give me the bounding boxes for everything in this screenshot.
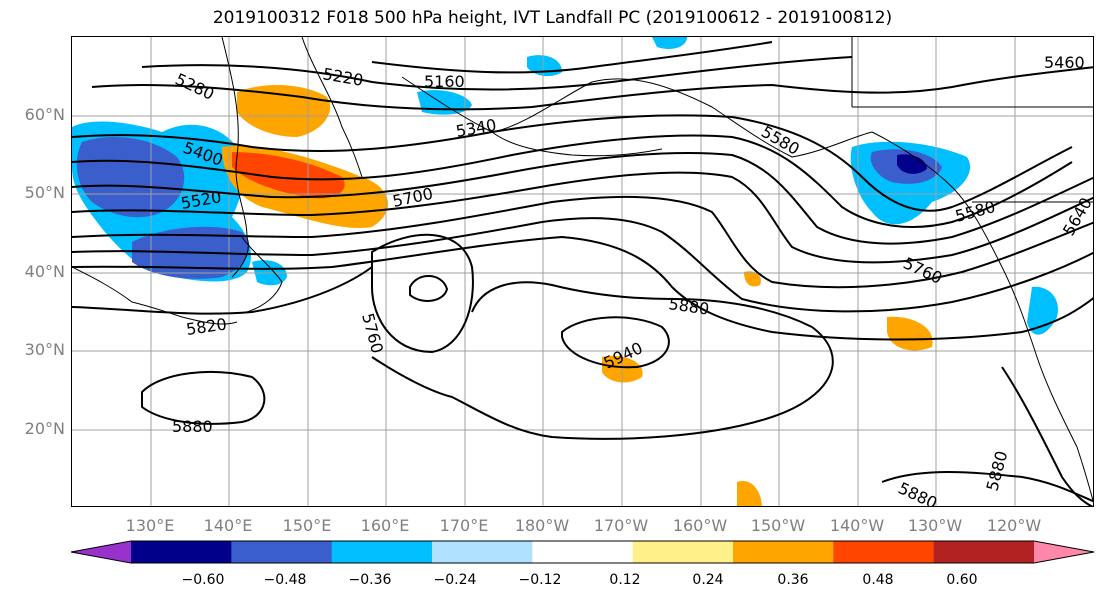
lat-label: 50°N [24,183,65,202]
coast-kamchatka [301,37,363,178]
map-panel: 5280 5220 5160 5460 5340 5400 5580 5520 … [71,36,1094,507]
contour-label: 5880 [983,449,1012,493]
contour-label: 5700 [391,184,435,211]
border-canada-us [851,37,1093,203]
lon-label: 170°W [593,516,649,535]
lat-label: 30°N [24,340,65,359]
lon-label: 150°E [282,516,332,535]
colorbar-segment [933,541,1035,563]
ivt-positive-subtropical-2 [887,316,933,351]
colorbar-tick-label: 0.60 [946,572,978,588]
lon-label: 140°E [203,516,253,535]
contour-5820 [72,266,373,315]
colorbar-segment [432,541,533,563]
contour-5880-sw [141,371,266,425]
map-canvas: 5280 5220 5160 5460 5340 5400 5580 5520 … [72,37,1094,507]
contour-5280 [91,66,1093,111]
colorbar-segments [70,540,1095,564]
lon-label: 180°W [514,516,570,535]
contour-label: 5460 [1044,53,1085,72]
height-contours [72,41,1093,506]
colorbar-extend-low [71,541,131,563]
lon-label: 160°W [672,516,728,535]
colorbar-segment [231,541,333,563]
contour-label: 5160 [424,72,465,91]
colorbar-tick-label: −0.60 [181,572,225,588]
colorbar-tick-label: 0.36 [777,572,809,588]
contour-5880-se [881,471,1093,503]
lon-label: 150°W [750,516,806,535]
contour-5160 [371,41,773,74]
lat-label: 60°N [24,105,65,124]
ivt-negative-core-asia [76,137,185,218]
colorbar-tick-label: 0.48 [862,572,894,588]
colorbar-segment [632,541,734,563]
contour-5400 [72,134,1073,228]
graticule [72,37,1093,506]
ivt-positive-subtropical-3 [737,481,762,506]
colorbar-tick-label: 0.24 [692,572,724,588]
contour-5580 [72,195,1093,289]
contour-5880-e [1001,366,1093,506]
contour-label: 5760 [358,311,387,355]
contour-label: 5640 [1059,194,1094,239]
figure-title: 2019100312 F018 500 hPa height, IVT Land… [212,8,893,28]
coast-north-america [871,131,1093,503]
contour-label: 5340 [454,115,497,141]
contour-5880 [371,281,834,440]
ivt-strong-positive-kuril [232,152,345,199]
contour-5340 [72,114,1073,212]
contour-label: 5280 [172,69,217,103]
contour-5460 [72,152,1093,245]
contour-label: 5880 [895,478,940,507]
lon-label: 130°W [907,516,963,535]
ivt-negative-deep-pnw [897,154,927,174]
ivt-negative-alaska-top [652,37,687,49]
colorbar-tick-label: −0.24 [433,572,477,588]
ivt-negative-california [1027,286,1058,335]
coast-alaska [401,76,873,158]
lon-label: 130°E [125,516,175,535]
colorbar-tick-label: 0.12 [609,572,641,588]
colorbar-tick-label: −0.48 [263,572,307,588]
ivt-positive-subtropical-4 [744,271,761,287]
contour-5760-a [371,233,474,354]
colorbar-tick-label: −0.12 [518,572,562,588]
colorbar-segment [833,541,935,563]
colorbar-outline [70,540,1095,564]
coast-japan [241,236,283,313]
lon-label: 170°E [439,516,489,535]
colorbar-segment [131,541,232,563]
contour-label: 5820 [185,314,228,338]
contour-label: 5880 [667,294,710,318]
coast-aleutians [491,131,663,157]
colorbar-segment [532,541,634,563]
contour-5940 [561,316,670,369]
contour-label: 5880 [172,417,213,436]
colorbar-tick-label: −0.36 [348,572,392,588]
lon-label: 120°W [986,516,1042,535]
lon-label: 160°E [360,516,410,535]
contour-5220 [141,56,853,91]
contour-5640 [72,217,1093,313]
colorbar-segment [331,541,433,563]
ivt-negative-bering [417,90,472,115]
colorbar-segment [733,541,834,563]
contour-label: 5220 [321,64,364,90]
colorbar-extend-high [1034,541,1094,563]
contour-5700 [72,235,1093,341]
contour-5760-b [409,275,449,302]
ivt-positive-region-okhotsk [237,85,331,137]
contour-label: 5580 [953,197,997,226]
lon-label: 140°W [829,516,885,535]
lat-label: 20°N [24,419,65,438]
lat-label: 40°N [24,262,65,281]
contour-5520 [72,171,1093,264]
